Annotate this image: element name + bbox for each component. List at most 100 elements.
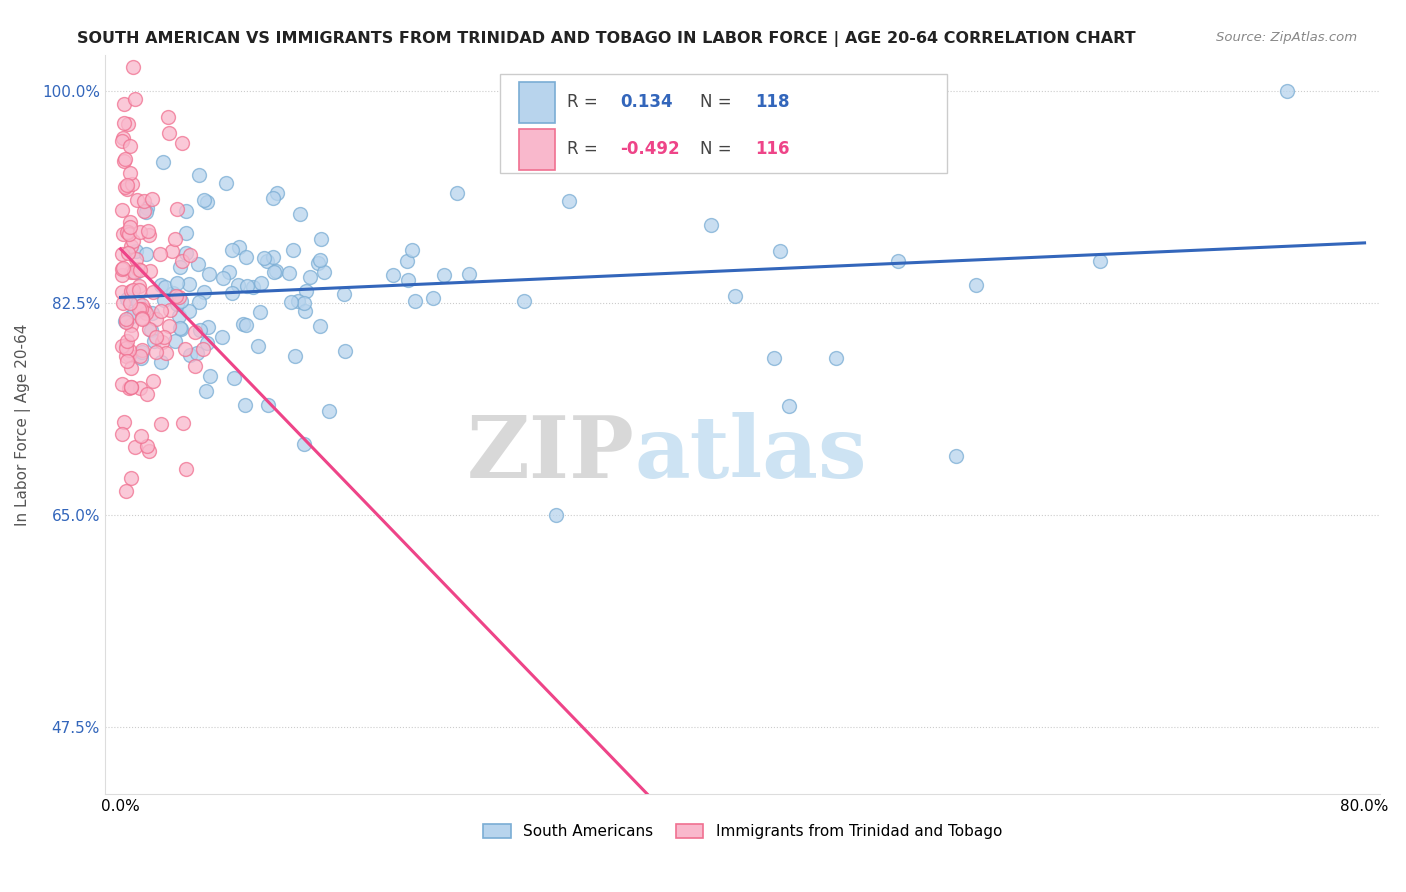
Point bbox=[263, 265, 285, 279]
Point bbox=[401, 243, 423, 257]
Point bbox=[433, 268, 456, 282]
Point bbox=[117, 246, 139, 260]
Point bbox=[256, 253, 278, 268]
Point bbox=[188, 168, 211, 182]
Point bbox=[131, 311, 153, 326]
Point bbox=[135, 439, 157, 453]
Point bbox=[118, 220, 141, 235]
Point bbox=[131, 310, 153, 325]
Legend: South Americans, Immigrants from Trinidad and Tobago: South Americans, Immigrants from Trinida… bbox=[477, 818, 1008, 846]
Point bbox=[762, 351, 785, 365]
Point bbox=[174, 462, 197, 476]
Point bbox=[125, 252, 148, 266]
Point bbox=[396, 273, 419, 287]
Point bbox=[129, 350, 152, 364]
Point bbox=[150, 334, 173, 349]
Point bbox=[112, 116, 135, 130]
Point bbox=[111, 247, 134, 261]
Point bbox=[281, 243, 304, 257]
Point bbox=[136, 387, 159, 401]
Point bbox=[114, 341, 136, 355]
Point bbox=[149, 304, 172, 318]
Point bbox=[191, 342, 214, 356]
Point bbox=[307, 256, 329, 270]
Point bbox=[111, 227, 134, 241]
Text: ZIP: ZIP bbox=[467, 412, 634, 496]
Point bbox=[170, 322, 193, 336]
Point bbox=[945, 450, 967, 464]
Point bbox=[200, 369, 222, 384]
Point bbox=[295, 284, 318, 298]
Point bbox=[299, 270, 322, 285]
Point bbox=[177, 303, 200, 318]
Point bbox=[197, 319, 219, 334]
Text: atlas: atlas bbox=[634, 412, 866, 496]
Point bbox=[309, 318, 332, 333]
Point bbox=[111, 268, 134, 282]
Point bbox=[114, 314, 136, 328]
Point bbox=[124, 440, 146, 454]
Text: R =: R = bbox=[567, 94, 603, 112]
Text: 116: 116 bbox=[755, 140, 790, 159]
Point bbox=[115, 334, 138, 348]
Point bbox=[292, 437, 315, 451]
Point bbox=[195, 384, 218, 398]
Point bbox=[117, 117, 139, 131]
Point bbox=[887, 254, 910, 268]
Point bbox=[179, 348, 201, 362]
Point bbox=[155, 346, 177, 360]
Point bbox=[135, 306, 157, 320]
Point bbox=[118, 227, 141, 241]
FancyBboxPatch shape bbox=[501, 74, 946, 173]
Point bbox=[114, 179, 136, 194]
Point bbox=[139, 322, 162, 336]
Point bbox=[404, 293, 426, 308]
Point bbox=[115, 338, 138, 352]
Text: SOUTH AMERICAN VS IMMIGRANTS FROM TRINIDAD AND TOBAGO IN LABOR FORCE | AGE 20-64: SOUTH AMERICAN VS IMMIGRANTS FROM TRINID… bbox=[77, 31, 1136, 47]
Point bbox=[170, 136, 193, 151]
Text: 118: 118 bbox=[755, 94, 790, 112]
Point bbox=[111, 295, 134, 310]
Point bbox=[139, 264, 162, 278]
Point bbox=[118, 348, 141, 362]
Point bbox=[145, 345, 167, 359]
Point bbox=[193, 285, 215, 300]
Point bbox=[117, 292, 139, 306]
Point bbox=[120, 310, 142, 325]
Point bbox=[132, 204, 155, 219]
Point bbox=[288, 207, 311, 221]
Point bbox=[129, 351, 152, 366]
Point bbox=[115, 349, 138, 363]
Point bbox=[125, 193, 148, 207]
Point bbox=[824, 351, 846, 365]
Point bbox=[138, 443, 160, 458]
Point bbox=[122, 284, 145, 298]
Point bbox=[249, 305, 271, 319]
Point bbox=[1275, 85, 1298, 99]
Y-axis label: In Labor Force | Age 20-64: In Labor Force | Age 20-64 bbox=[15, 324, 31, 525]
Point bbox=[118, 296, 141, 310]
Point bbox=[724, 289, 747, 303]
Point bbox=[112, 261, 135, 276]
Point bbox=[160, 244, 183, 258]
Point bbox=[246, 339, 269, 353]
Point bbox=[165, 289, 187, 303]
Point bbox=[112, 415, 135, 429]
Point bbox=[661, 120, 683, 135]
Point bbox=[142, 285, 165, 299]
Point bbox=[157, 126, 180, 140]
Point bbox=[111, 339, 134, 353]
Point bbox=[128, 283, 150, 297]
Point bbox=[122, 60, 145, 74]
Point bbox=[179, 277, 201, 291]
Point bbox=[111, 427, 134, 442]
Point bbox=[121, 178, 143, 192]
Point bbox=[129, 428, 152, 442]
Point bbox=[768, 244, 790, 259]
Point bbox=[122, 265, 145, 279]
Point bbox=[544, 508, 567, 523]
Point bbox=[253, 251, 276, 265]
Point bbox=[131, 298, 153, 312]
Point bbox=[457, 267, 479, 281]
Point bbox=[124, 93, 146, 107]
